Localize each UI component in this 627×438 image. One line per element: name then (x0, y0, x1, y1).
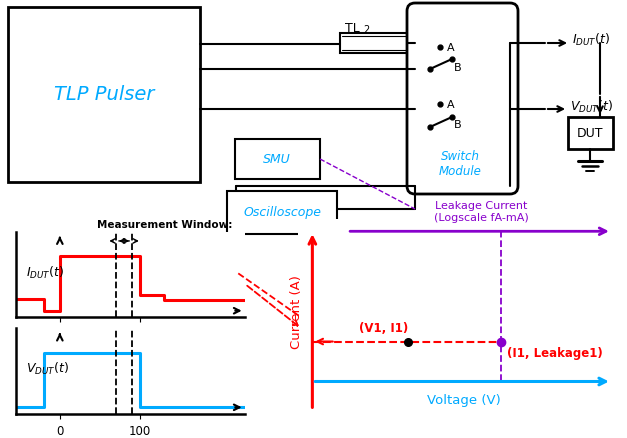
Text: SMU: SMU (263, 153, 291, 166)
Text: Voltage (V): Voltage (V) (426, 393, 500, 406)
X-axis label: Time (ns): Time (ns) (102, 342, 158, 355)
Text: Current (A): Current (A) (290, 275, 303, 348)
Text: A: A (447, 43, 455, 53)
Bar (227, 191, 337, 234)
Text: TL: TL (345, 22, 360, 35)
Text: $I_{DUT}(t)$: $I_{DUT}(t)$ (572, 32, 610, 48)
Bar (340, 34, 408, 54)
Bar (8, 8, 200, 183)
Text: Leakage Current
(Logscale fA-mA): Leakage Current (Logscale fA-mA) (434, 201, 529, 222)
FancyBboxPatch shape (407, 4, 518, 194)
Bar (568, 118, 613, 150)
Bar (235, 140, 320, 180)
Text: Oscilloscope: Oscilloscope (243, 206, 321, 219)
Text: TLP Pulser: TLP Pulser (54, 85, 154, 104)
Text: DUT: DUT (577, 127, 603, 140)
Text: Measurement Window:
70 ns ~ 90 ns: Measurement Window: 70 ns ~ 90 ns (97, 219, 233, 241)
Text: $V_{DUT}(t)$: $V_{DUT}(t)$ (570, 99, 613, 115)
Text: 2: 2 (363, 25, 369, 35)
Text: (I1, Leakage1): (I1, Leakage1) (507, 346, 603, 360)
Text: A: A (447, 100, 455, 110)
Text: B: B (454, 63, 461, 73)
Text: $I_{DUT}(t)$: $I_{DUT}(t)$ (26, 264, 64, 280)
Text: $V_{DUT}(t)$: $V_{DUT}(t)$ (26, 360, 69, 376)
Text: Switch
Module: Switch Module (438, 150, 482, 177)
Text: B: B (454, 120, 461, 130)
Text: (V1, I1): (V1, I1) (359, 321, 408, 334)
